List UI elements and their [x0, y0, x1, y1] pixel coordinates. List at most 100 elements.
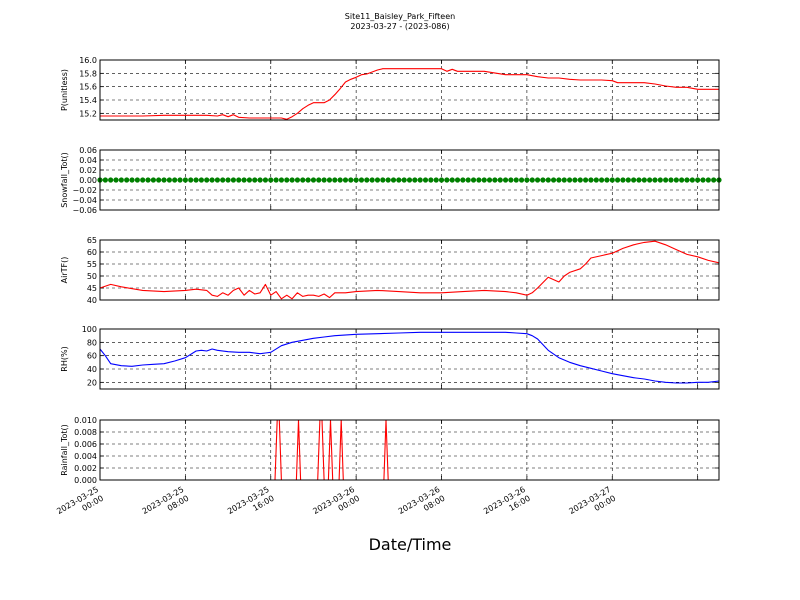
- series-line: [99, 331, 720, 384]
- data-point: [172, 177, 178, 183]
- y-tick-label: 55: [87, 260, 97, 269]
- data-point: [599, 177, 605, 183]
- figure-title: Site11_Baisley_Park_Fifteen: [345, 12, 455, 21]
- x-tick-label: 2023-03-2516:00: [226, 485, 276, 525]
- data-point: [566, 177, 573, 183]
- data-point: [460, 177, 466, 183]
- data-point: [209, 177, 215, 183]
- data-point: [545, 177, 551, 183]
- data-point: [337, 177, 343, 183]
- y-tick-label: 15.4: [79, 96, 97, 105]
- y-tick-label: 65: [87, 236, 97, 245]
- x-tick-label: 2023-03-2700:00: [568, 485, 618, 525]
- subplot-1: 15.2 15.4 15.6 15.8 16.0 P(unitless): [60, 56, 720, 121]
- subplot-4: 20 40 60 80 100 RH(%): [60, 325, 720, 390]
- data-point: [481, 177, 487, 183]
- data-point: [326, 177, 333, 183]
- data-point: [129, 177, 135, 183]
- data-point: [140, 177, 146, 183]
- y-tick-label: −0.06: [72, 206, 97, 215]
- data-point: [316, 177, 322, 183]
- y-tick-label: 50: [87, 272, 97, 281]
- data-point: [342, 177, 349, 183]
- x-axis-label: Date/Time: [369, 535, 452, 554]
- data-point: [182, 177, 188, 183]
- data-point: [518, 177, 525, 183]
- y-tick-label: 0.004: [74, 452, 97, 461]
- y-tick-label: 16.0: [79, 56, 97, 65]
- data-point: [673, 177, 679, 183]
- y-tick-label: 0.006: [74, 440, 97, 449]
- y-tick-label: 0.008: [74, 428, 97, 437]
- data-point: [449, 177, 455, 183]
- y-tick-label: 45: [87, 284, 97, 293]
- subplot-3: 40 45 50 55 60 65 AirTF(): [60, 236, 720, 305]
- data-point: [225, 177, 231, 183]
- figure-subtitle: 2023-03-27 - (2023-086): [350, 22, 449, 31]
- y-tick-label: 0.010: [74, 416, 97, 425]
- data-point: [609, 177, 615, 183]
- data-point: [700, 177, 706, 183]
- data-point: [193, 177, 199, 183]
- data-point: [230, 177, 237, 183]
- data-point: [380, 177, 386, 183]
- data-point: [652, 177, 658, 183]
- data-point: [428, 177, 434, 183]
- data-point: [262, 177, 269, 183]
- data-point: [150, 177, 156, 183]
- data-point: [465, 177, 471, 183]
- data-point: [364, 177, 370, 183]
- data-point: [124, 177, 130, 183]
- data-point: [156, 177, 162, 183]
- data-point: [294, 177, 301, 183]
- y-tick-label: 40: [87, 365, 97, 374]
- data-point: [118, 177, 124, 183]
- data-point: [524, 177, 530, 183]
- data-point: [358, 177, 365, 183]
- data-point: [102, 177, 108, 183]
- data-point: [284, 177, 290, 183]
- axes-frame: [99, 328, 720, 390]
- data-point: [631, 177, 637, 183]
- data-point: [310, 177, 317, 183]
- axes-frame: [99, 149, 720, 211]
- y-tick-label: 0.002: [74, 464, 97, 473]
- x-tick-label: 2023-03-2500:00: [55, 485, 105, 525]
- data-point: [385, 177, 391, 183]
- series-line: [100, 419, 719, 481]
- data-point: [689, 177, 695, 183]
- data-point: [470, 177, 477, 183]
- data-point: [604, 177, 610, 183]
- y-tick-label: 0.04: [79, 156, 97, 165]
- data-point: [220, 177, 226, 183]
- data-point: [641, 177, 647, 183]
- data-point: [492, 177, 498, 183]
- data-point: [348, 177, 354, 183]
- data-point: [396, 177, 402, 183]
- data-point: [369, 177, 375, 183]
- y-tick-label: 0.00: [79, 176, 97, 185]
- data-point: [257, 177, 263, 183]
- data-point: [684, 177, 690, 183]
- axes-frame: [99, 419, 720, 481]
- y-tick-label: 60: [87, 248, 97, 257]
- data-point: [188, 177, 194, 183]
- y-tick-label: 0.02: [79, 166, 97, 175]
- y-tick-label: −0.02: [72, 186, 97, 195]
- data-point: [679, 177, 685, 183]
- y-tick-label: 0.06: [79, 146, 97, 155]
- y-tick-label: 60: [87, 352, 97, 361]
- data-point: [300, 177, 306, 183]
- y-tick-label: 15.2: [79, 109, 97, 118]
- data-point: [572, 177, 578, 183]
- x-tick-label: 2023-03-2616:00: [482, 485, 532, 525]
- data-point: [444, 177, 450, 183]
- data-point: [513, 177, 519, 183]
- data-point: [497, 177, 503, 183]
- data-point: [502, 177, 509, 183]
- data-point: [305, 177, 311, 183]
- data-point: [668, 177, 674, 183]
- x-tick-label: 2023-03-2600:00: [311, 485, 361, 525]
- data-point: [412, 177, 418, 183]
